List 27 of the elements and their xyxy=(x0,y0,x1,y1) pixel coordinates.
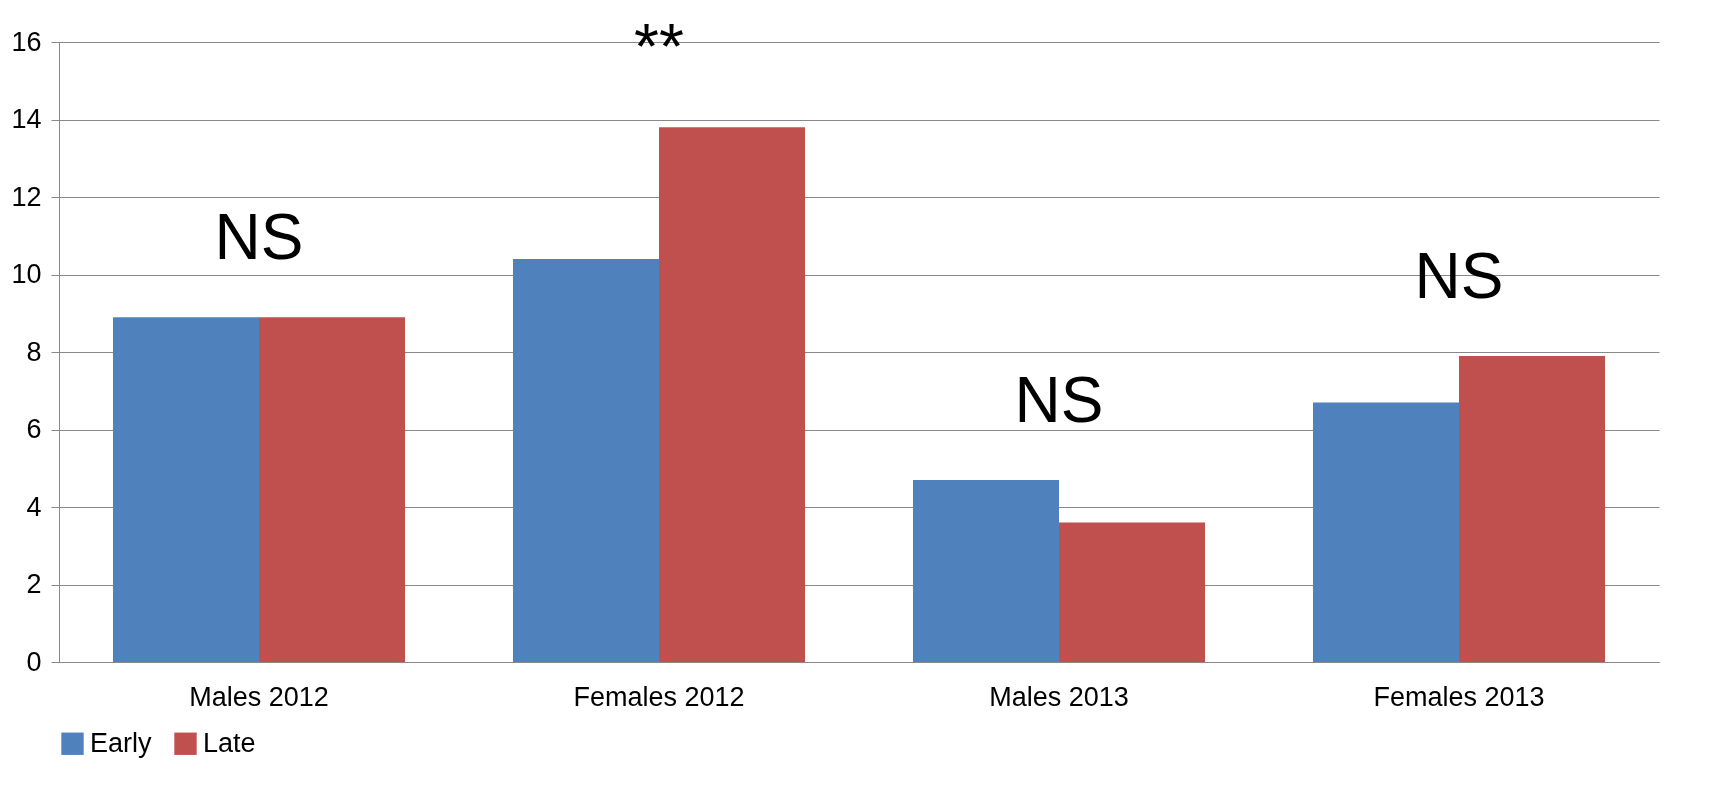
annotation: ** xyxy=(634,11,684,84)
annotation: NS xyxy=(1414,239,1504,312)
annotation: NS xyxy=(214,201,304,274)
bar xyxy=(259,317,405,662)
y-tick-label: 6 xyxy=(26,414,42,444)
bar xyxy=(513,259,659,662)
legend-label: Early xyxy=(90,727,153,758)
bar xyxy=(1459,355,1605,662)
y-tick-label: 10 xyxy=(11,259,42,289)
annotation: NS xyxy=(1014,363,1104,436)
y-tick-label: 8 xyxy=(26,336,42,367)
y-tick-label: 14 xyxy=(11,104,42,134)
y-tick-label: 4 xyxy=(26,491,42,522)
legend-label: Late xyxy=(203,727,256,758)
x-tick-label: Females 2012 xyxy=(573,681,745,712)
bar xyxy=(1059,522,1205,662)
y-tick-label: 2 xyxy=(26,569,42,599)
y-tick-label: 0 xyxy=(26,646,42,677)
y-tick-label: 12 xyxy=(11,181,42,212)
x-tick-label: Males 2012 xyxy=(189,681,329,712)
x-tick-label: Males 2013 xyxy=(989,681,1129,712)
bar xyxy=(913,479,1059,662)
bar xyxy=(1313,402,1459,662)
x-tick-label: Females 2013 xyxy=(1373,681,1545,712)
bar xyxy=(113,317,259,662)
bar xyxy=(659,127,805,662)
y-tick-label: 16 xyxy=(11,26,42,57)
